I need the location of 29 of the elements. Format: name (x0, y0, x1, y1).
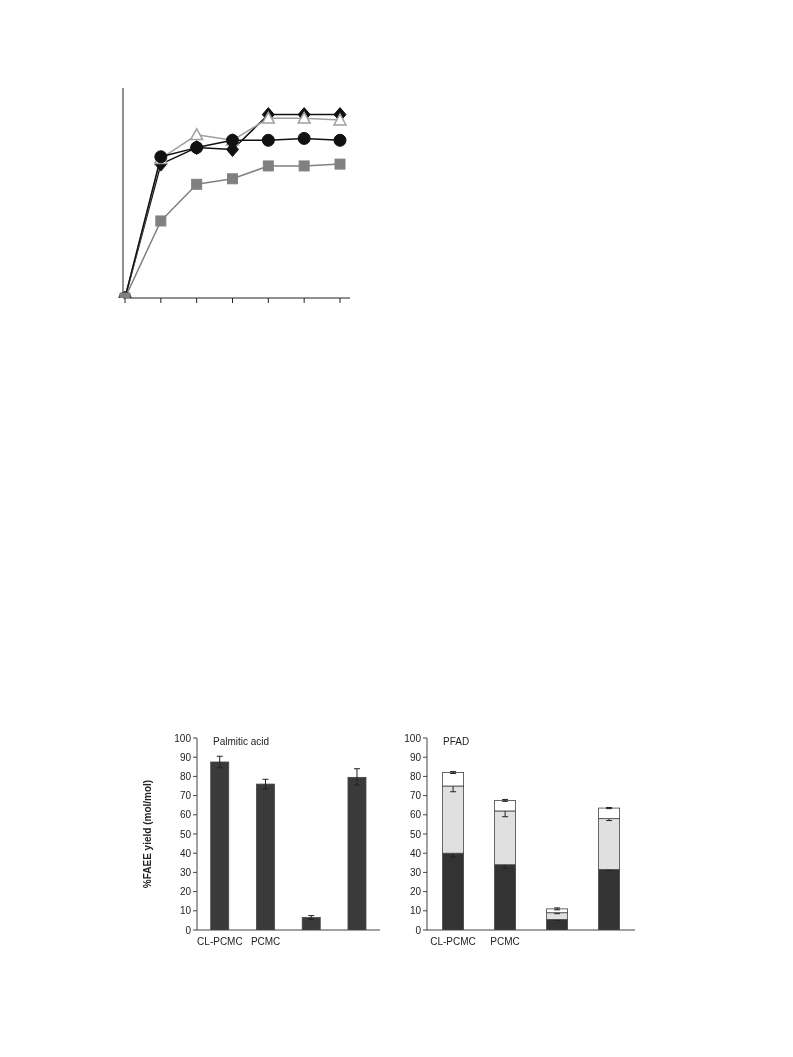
y-tick-label: 20 (179, 886, 192, 898)
y-tick-label: 40 (179, 847, 192, 859)
y-tick-label: 90 (179, 751, 192, 763)
y-tick-label: 0 (415, 924, 422, 936)
y-tick-label: 10 (409, 905, 422, 917)
x-tick-label: PCMC (250, 936, 281, 948)
y-tick-label: 30 (179, 866, 192, 878)
x-tick-label: CL-PCMC (197, 936, 243, 948)
y-tick-label: 100 (404, 732, 422, 744)
y-axis-title: %FAEE yield (mol/mol) (141, 779, 153, 889)
y-tick-label: 90 (409, 751, 422, 763)
y-tick-label: 70 (409, 790, 422, 802)
y-tick-label: 80 (409, 770, 422, 782)
y-tick-label: 60 (179, 809, 192, 821)
y-tick-label: 50 (179, 828, 192, 840)
chart-title: Palmitic acid (213, 736, 270, 747)
y-tick-label: 60 (409, 809, 422, 821)
y-tick-label: 80 (179, 770, 192, 782)
y-tick-label: 20 (409, 886, 422, 898)
x-tick-label: PCMC (490, 936, 520, 948)
y-tick-label: 50 (409, 828, 422, 840)
y-tick-label: 0 (185, 924, 192, 936)
y-tick-label: 30 (409, 866, 422, 878)
y-tick-label: 10 (179, 905, 192, 917)
y-tick-label: 100 (174, 732, 192, 744)
y-tick-label: 70 (179, 790, 192, 802)
x-tick-label: CL-PCMC (430, 936, 476, 948)
chart-title: PFAD (443, 736, 470, 747)
y-tick-label: 40 (409, 847, 422, 859)
